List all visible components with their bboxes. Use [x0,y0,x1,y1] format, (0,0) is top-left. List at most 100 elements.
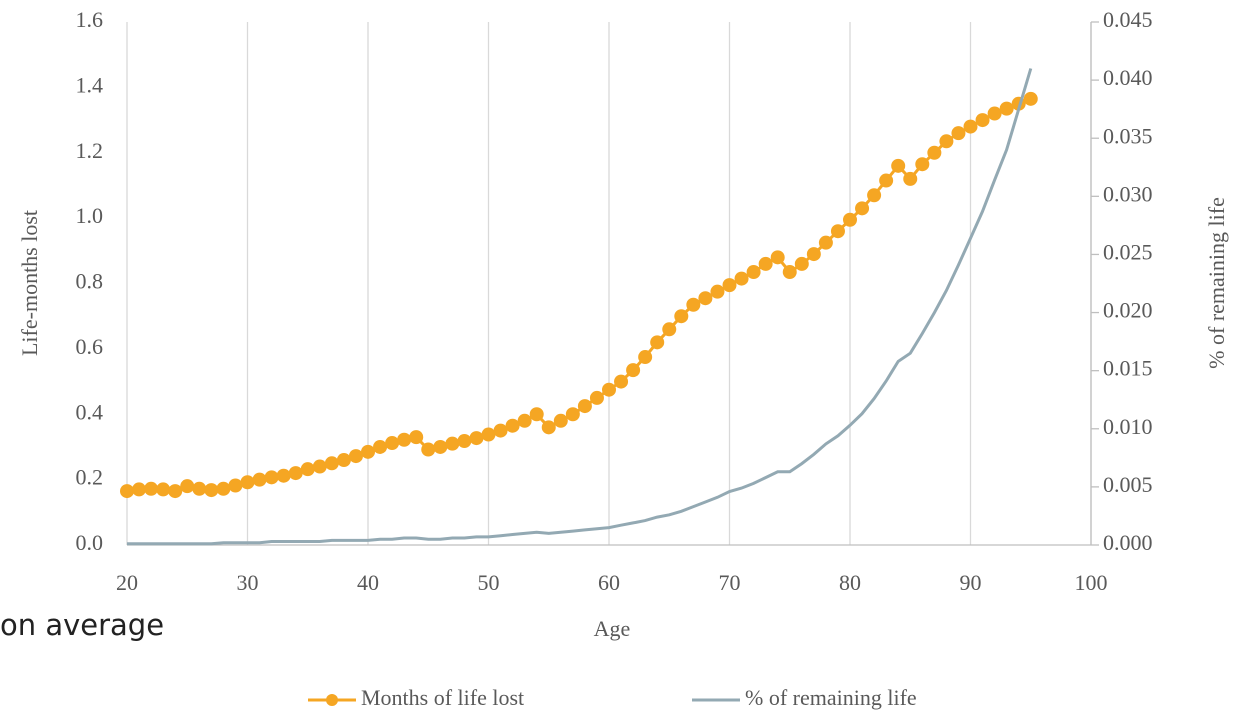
marker [698,291,713,306]
marker [336,453,351,468]
marker [830,224,845,239]
marker [1023,91,1038,106]
x-tick-label: 20 [116,570,138,595]
marker [939,134,954,149]
x-tick-label: 50 [478,570,500,595]
series-line [126,97,1032,493]
marker [144,481,159,496]
marker [770,250,785,265]
marker [879,173,894,188]
y2-tick-label: 0.020 [1103,298,1153,323]
marker [638,350,653,365]
marker [818,235,833,250]
marker [469,431,484,446]
y2-tick-label: 0.005 [1103,472,1153,497]
marker [156,482,171,497]
marker [951,126,966,141]
marker [975,113,990,128]
x-tick-label: 80 [839,570,861,595]
marker [481,427,496,442]
marker [758,256,773,271]
x-tick-label: 40 [357,570,379,595]
x-tick-label: 90 [960,570,982,595]
marker [493,423,508,438]
marker [963,119,978,134]
marker [794,256,809,271]
marker [734,271,749,286]
marker [891,158,906,173]
marker [855,201,870,216]
marker [228,478,243,493]
y2-tick-label: 0.040 [1103,65,1153,90]
legend-label: Months of life lost [361,685,524,710]
marker [180,479,195,494]
x-tick-label: 70 [719,570,741,595]
marker [204,483,219,498]
marker [915,157,930,172]
y-tick-label: 1.2 [76,138,104,163]
marker [252,472,267,487]
y-axis-label: Life-months lost [17,210,42,356]
x-axis-label: Age [594,616,631,641]
y-tick-label: 0.0 [76,530,104,555]
marker [120,484,134,499]
marker [602,382,616,397]
marker [168,484,183,499]
marker [626,363,641,378]
marker [385,436,400,451]
y-tick-label: 0.8 [76,269,104,294]
y-tick-label: 0.4 [76,399,104,424]
marker [445,436,460,451]
marker [505,418,520,433]
y-tick-label: 0.2 [76,465,104,490]
marker [674,309,689,324]
marker [614,374,629,389]
marker [806,247,821,262]
y2-tick-label: 0.025 [1103,239,1153,264]
marker [192,481,207,496]
marker [662,322,677,337]
marker [409,430,424,445]
marker [529,407,544,422]
y2-tick-label: 0.010 [1103,414,1153,439]
marker [686,297,701,312]
marker [216,481,231,496]
marker [553,413,568,428]
y2-axis-label: % of remaining life [1204,197,1229,369]
marker [722,278,737,293]
marker [288,466,303,481]
marker [373,439,388,454]
marker [843,212,857,227]
marker [927,145,942,160]
marker [457,434,472,449]
y2-tick-label: 0.030 [1103,181,1153,206]
marker [867,188,882,203]
y2-tick-label: 0.035 [1103,123,1153,148]
marker [433,439,448,454]
y2-tick-label: 0.015 [1103,356,1153,381]
y2-tick-label: 0.045 [1103,7,1153,32]
annotation: on average [0,608,164,642]
marker [240,475,255,490]
marker [903,171,918,186]
marker [987,106,1002,121]
marker [132,482,147,497]
series-line [127,68,1033,546]
marker [348,449,363,464]
marker [999,101,1014,116]
marker [746,265,761,280]
marker [782,265,797,280]
marker [589,390,604,405]
legend-marker [326,694,338,706]
marker [361,444,375,459]
marker [324,456,339,471]
y2-tick-label: 0.000 [1103,530,1153,555]
marker [650,335,665,350]
marker [421,442,436,457]
y-tick-label: 1.0 [76,203,104,228]
legend-label: % of remaining life [745,685,917,710]
x-tick-label: 30 [237,570,259,595]
marker [264,470,279,485]
y-tick-label: 1.6 [76,7,104,32]
